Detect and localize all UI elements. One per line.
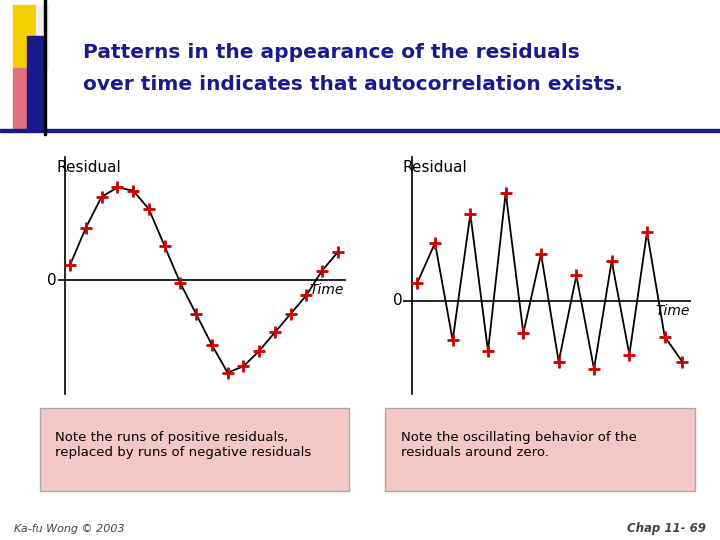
Text: 0: 0 (392, 293, 402, 308)
Text: Note the oscillating behavior of the
residuals around zero.: Note the oscillating behavior of the res… (401, 431, 636, 460)
Text: Time: Time (310, 283, 344, 297)
FancyBboxPatch shape (385, 408, 695, 491)
Text: 0: 0 (48, 273, 57, 287)
FancyBboxPatch shape (40, 408, 349, 491)
Text: Patterns in the appearance of the residuals: Patterns in the appearance of the residu… (83, 43, 580, 62)
Text: over time indicates that autocorrelation exists.: over time indicates that autocorrelation… (83, 75, 622, 93)
Text: Ka-fu Wong © 2003: Ka-fu Wong © 2003 (14, 524, 125, 534)
Text: Time: Time (655, 304, 690, 318)
Text: Note the runs of positive residuals,
replaced by runs of negative residuals: Note the runs of positive residuals, rep… (55, 431, 311, 460)
Text: Residual: Residual (57, 160, 122, 174)
Text: Residual: Residual (402, 160, 467, 175)
Text: Chap 11- 69: Chap 11- 69 (626, 522, 706, 535)
